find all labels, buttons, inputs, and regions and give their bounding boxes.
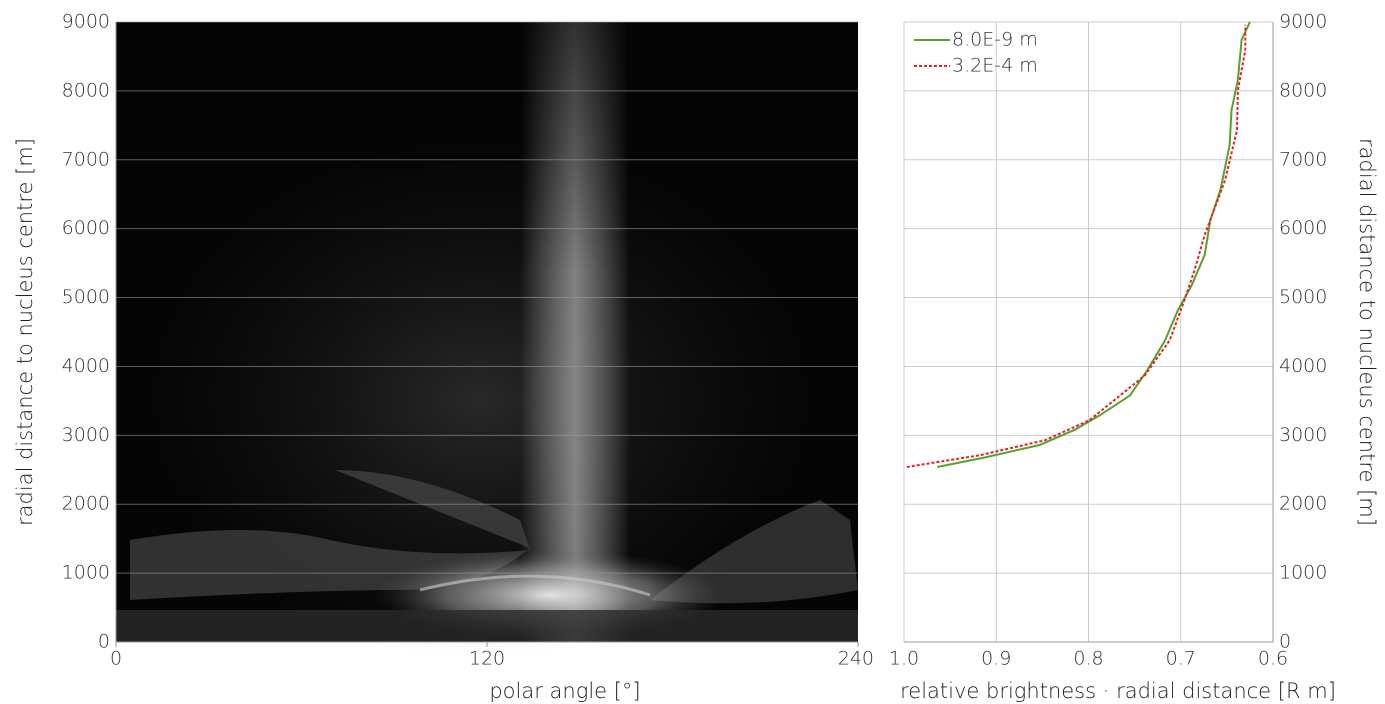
y-tick-label: 3000: [1279, 424, 1327, 446]
x-tick-label: 240: [838, 648, 874, 670]
image-plume-fade: [520, 22, 630, 272]
y-tick-label: 5000: [1279, 286, 1327, 308]
x-axis-title: relative brightness · radial distance [R…: [900, 679, 1336, 703]
legend-label: 8.0E-9 m: [952, 29, 1038, 51]
y-tick-label: 4000: [62, 355, 110, 377]
y-tick-label: 6000: [1279, 217, 1327, 239]
x-tick-label: 120: [469, 648, 505, 670]
y-tick-label: 8000: [1279, 79, 1327, 101]
y-tick-label: 5000: [62, 286, 110, 308]
y-axis-title: radial distance to nucleus centre [m]: [1355, 138, 1379, 526]
y-tick-label: 2000: [1279, 493, 1327, 515]
y-tick-label: 1000: [1279, 562, 1327, 584]
image-panel: [116, 22, 858, 660]
x-tick-label: 0: [110, 648, 122, 670]
x-tick-label: 0.9: [981, 648, 1011, 670]
y-tick-label: 2000: [62, 493, 110, 515]
y-tick-label: 3000: [62, 424, 110, 446]
x-tick-label: 0.6: [1258, 648, 1288, 670]
x-tick-label: 0.7: [1166, 648, 1196, 670]
y-tick-label: 1000: [62, 562, 110, 584]
x-tick-label: 1.0: [889, 648, 919, 670]
y-tick-label: 0: [98, 631, 110, 653]
x-tick-label: 0.8: [1073, 648, 1103, 670]
x-axis-title: polar angle [°]: [489, 679, 640, 703]
line: [906, 24, 1247, 468]
y-tick-label: 0: [1279, 631, 1291, 653]
y-tick-label: 9000: [62, 11, 110, 33]
y-tick-label: 7000: [1279, 148, 1327, 170]
y-tick-label: 4000: [1279, 355, 1327, 377]
y-tick-label: 8000: [62, 79, 110, 101]
y-tick-label: 9000: [1279, 11, 1327, 33]
image-haze: [150, 140, 810, 660]
legend-label: 3.2E-4 m: [952, 55, 1038, 77]
line: [937, 21, 1251, 468]
image-floor: [116, 610, 858, 642]
y-tick-label: 7000: [62, 148, 110, 170]
y-tick-label: 6000: [62, 217, 110, 239]
image-rim: [419, 574, 651, 597]
y-axis-title: radial distance to nucleus centre [m]: [13, 138, 37, 526]
